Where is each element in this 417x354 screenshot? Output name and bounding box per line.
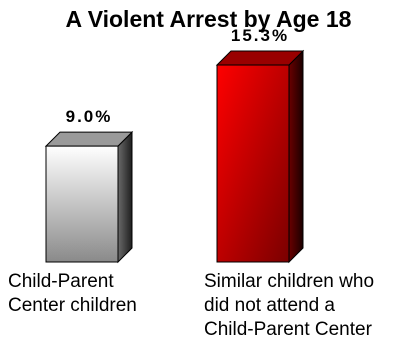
- category-label-child-parent-center: Child-Parent Center children: [8, 271, 137, 316]
- data-label-1: 15.3%: [231, 26, 289, 45]
- bar-child-parent-center: [44, 130, 134, 264]
- bar-similar-children-side: [288, 49, 304, 264]
- bar-child-parent-center-side: [117, 130, 133, 264]
- bar-child-parent-center-top: [44, 131, 134, 147]
- bar-similar-children-front: [216, 64, 290, 263]
- data-label-0: 9.0%: [66, 107, 113, 126]
- chart-title: A Violent Arrest by Age 18: [65, 6, 352, 32]
- category-label-similar-children: Similar children who did not attend a Ch…: [204, 271, 375, 340]
- bar-child-parent-center-front: [45, 145, 119, 263]
- bar-similar-children-top: [215, 50, 305, 66]
- bar-similar-children: [215, 49, 305, 264]
